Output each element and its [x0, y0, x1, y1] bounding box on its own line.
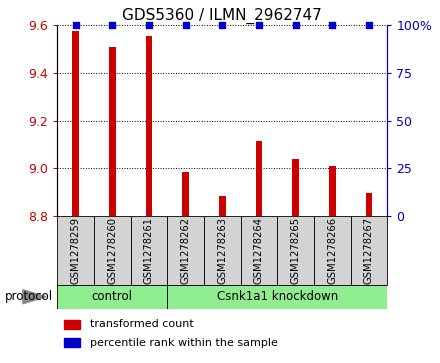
Bar — [131, 216, 167, 285]
Bar — [72, 31, 79, 216]
Bar — [241, 216, 277, 285]
Text: GSM1278267: GSM1278267 — [364, 217, 374, 284]
Bar — [314, 216, 351, 285]
Point — [292, 23, 299, 28]
Text: GSM1278259: GSM1278259 — [70, 217, 81, 284]
Bar — [146, 36, 152, 216]
Bar — [167, 216, 204, 285]
Point — [255, 23, 262, 28]
Bar — [182, 172, 189, 216]
Point — [72, 23, 79, 28]
Point — [109, 23, 116, 28]
Text: percentile rank within the sample: percentile rank within the sample — [90, 338, 278, 348]
Text: GSM1278265: GSM1278265 — [290, 217, 301, 284]
Bar — [57, 216, 94, 285]
Bar — [57, 285, 167, 309]
Bar — [167, 285, 387, 309]
Text: GSM1278260: GSM1278260 — [107, 217, 117, 284]
Bar — [366, 193, 372, 216]
Text: Csnk1a1 knockdown: Csnk1a1 knockdown — [216, 290, 338, 303]
Bar — [219, 196, 226, 216]
Point — [182, 23, 189, 28]
Bar — [329, 166, 336, 216]
Text: GSM1278266: GSM1278266 — [327, 217, 337, 284]
Text: GSM1278262: GSM1278262 — [180, 217, 191, 284]
Bar — [277, 216, 314, 285]
Point — [145, 23, 152, 28]
Text: control: control — [92, 290, 133, 303]
Bar — [204, 216, 241, 285]
Bar — [256, 141, 262, 216]
Text: GSM1278261: GSM1278261 — [144, 217, 154, 284]
Text: GSM1278263: GSM1278263 — [217, 217, 227, 284]
Bar — [109, 47, 116, 216]
Title: GDS5360 / ILMN_2962747: GDS5360 / ILMN_2962747 — [122, 8, 322, 24]
Point — [365, 23, 372, 28]
Polygon shape — [23, 290, 46, 304]
Text: GSM1278264: GSM1278264 — [254, 217, 264, 284]
Bar — [64, 320, 81, 329]
Bar — [94, 216, 131, 285]
Point — [219, 23, 226, 28]
Point — [329, 23, 336, 28]
Text: protocol: protocol — [5, 290, 53, 303]
Text: transformed count: transformed count — [90, 319, 194, 329]
Bar — [292, 159, 299, 216]
Bar — [64, 338, 81, 347]
Bar — [351, 216, 387, 285]
